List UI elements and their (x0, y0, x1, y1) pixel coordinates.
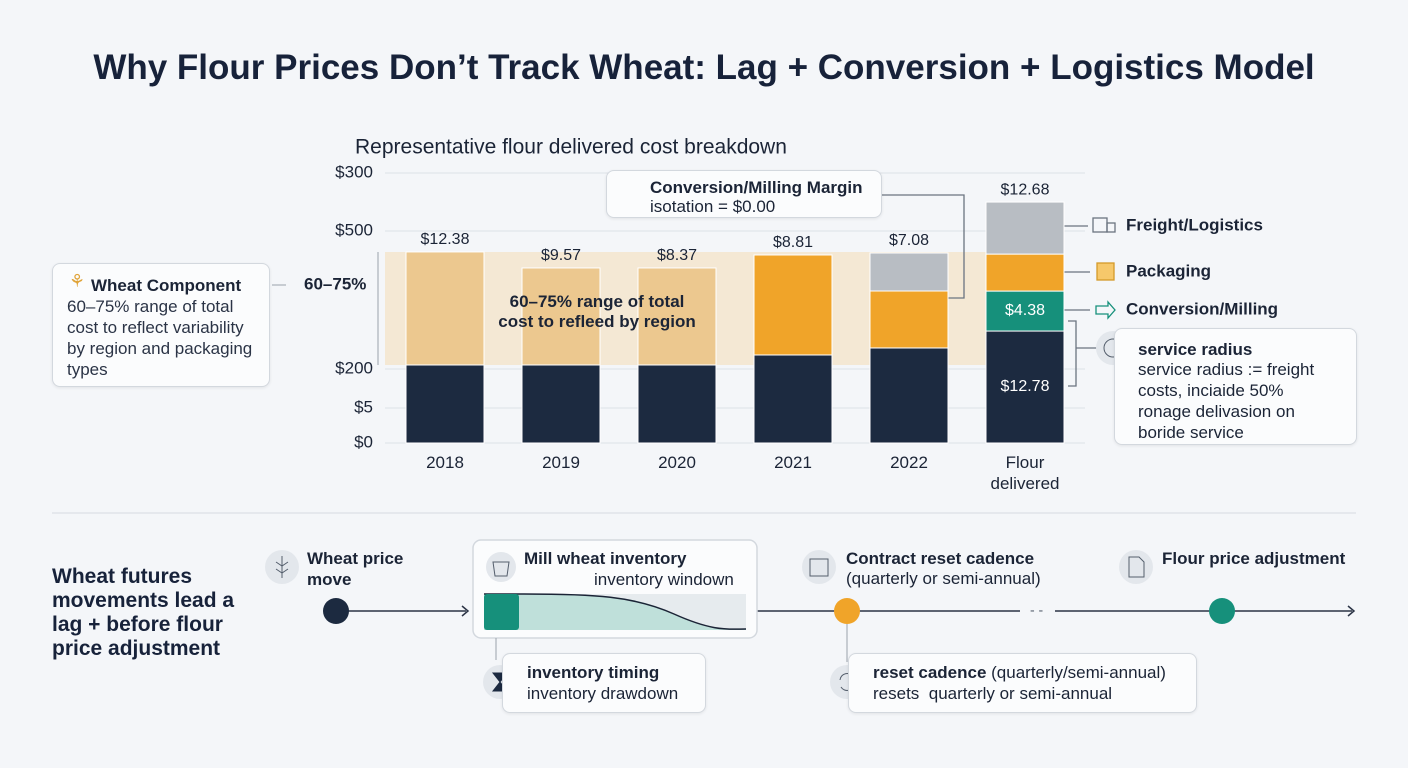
step-title: Flour price adjustment (1162, 549, 1346, 568)
legend-icons (882, 194, 1116, 387)
total-label: $8.81 (773, 234, 813, 251)
note-text: resets quarterly or semi-annual (873, 684, 1113, 703)
legend-label: Conversion/Milling (1126, 299, 1278, 318)
y-axis-label: $200 (335, 358, 373, 377)
callout-text: 60–75% range of total cost to reflect va… (67, 297, 253, 379)
bar-segment (637, 364, 717, 444)
x-tick-label: 2021 (774, 453, 812, 472)
y-axis-label: $500 (335, 220, 373, 239)
callout-title: Conversion/Milling Margin (650, 178, 863, 197)
step-title: Contract reset cadence (846, 549, 1035, 568)
legend-label: Freight/Logistics (1126, 215, 1263, 234)
callout-box: Wheat Component 60–75% range of total co… (52, 263, 270, 387)
callout-title: Wheat Component (91, 276, 242, 295)
total-label: $12.68 (1001, 181, 1050, 198)
svg-text:- -: - - (1030, 602, 1044, 618)
total-label: $9.57 (541, 247, 581, 264)
note-title-line: reset cadence (quarterly/semi-annual) (873, 662, 1166, 683)
note-title-suffix: (quarterly/semi-annual) (991, 663, 1166, 682)
bar-segment (521, 364, 601, 444)
chart-title: Representative flour delivered cost brea… (355, 136, 787, 159)
x-tick-label: Flour delivered (990, 453, 1060, 493)
bar-segment (985, 253, 1065, 292)
bar-segment (405, 364, 485, 444)
step-text: inventory windown (594, 570, 734, 589)
y-axis-label: $300 (335, 162, 373, 181)
callout-text: service radius := freight costs, inciaid… (1138, 360, 1315, 442)
bar-segment (753, 354, 833, 444)
step-text: (quarterly or semi-annual) (846, 569, 1041, 588)
total-label: $12.38 (421, 231, 470, 248)
total-label: $7.08 (889, 232, 929, 249)
callout-box: service radius service radius := freight… (1114, 328, 1357, 445)
total-label: $8.37 (657, 247, 697, 264)
note-box: inventory timing inventory drawdown (502, 653, 706, 713)
callout-title: service radius (1138, 340, 1253, 359)
y-axis-label: $5 (354, 397, 373, 416)
y-axis-label: $0 (354, 432, 373, 451)
timeline-heading: Wheat futures movements lead a lag + bef… (52, 565, 235, 660)
bar-segment (985, 201, 1065, 255)
x-tick-label: 2022 (890, 453, 928, 472)
bar-segment (869, 347, 949, 444)
band-label: 60–75% (304, 274, 366, 293)
page-title: Why Flour Prices Don’t Track Wheat: Lag … (93, 48, 1315, 87)
bar-segment (637, 267, 717, 366)
callout-box: Conversion/Milling Margin isotation = $0… (606, 170, 882, 218)
x-tick-label: 2020 (658, 453, 696, 472)
wheat-icon: ⚘ (69, 271, 86, 291)
bar-segment (753, 254, 833, 356)
band-text: 60–75% range of total cost to refleed by… (498, 292, 696, 331)
note-text: inventory drawdown (527, 684, 679, 703)
step-title: Mill wheat inventory (524, 549, 687, 568)
bar-segment (985, 330, 1065, 444)
x-tick-label: 2019 (542, 453, 580, 472)
band-connector (272, 252, 379, 365)
note-title: inventory timing (527, 663, 660, 682)
step-title: Wheat price move (307, 549, 404, 589)
bar-segment (869, 252, 949, 292)
legend-label: Packaging (1126, 261, 1211, 280)
bar-segment (869, 290, 949, 349)
callout-text: isotation = $0.00 (650, 197, 776, 216)
note-box: reset cadence (quarterly/semi-annual) re… (848, 653, 1197, 713)
inner-label: $12.78 (1001, 378, 1050, 395)
bar-segment (521, 267, 601, 366)
inner-label: $4.38 (1005, 302, 1045, 319)
bar-segment (405, 251, 485, 366)
note-title: reset cadence (873, 663, 987, 682)
x-tick-label: 2018 (426, 453, 464, 472)
